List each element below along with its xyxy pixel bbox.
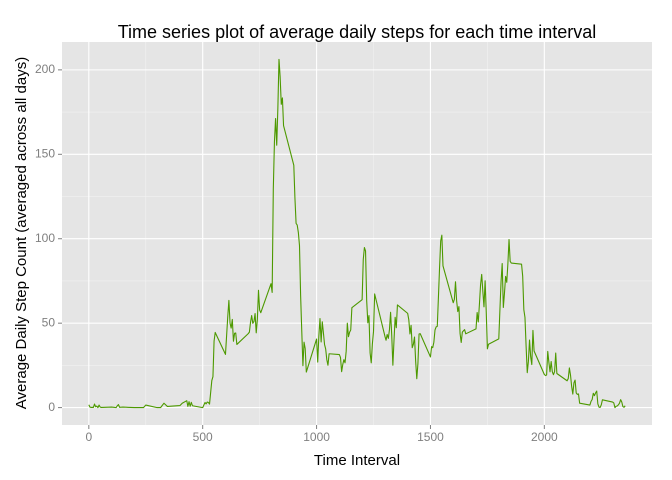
y-tick-label: 0 — [48, 400, 55, 414]
line-series — [88, 58, 626, 409]
plot-panel — [62, 42, 652, 425]
x-axis-label: Time Interval — [314, 452, 400, 469]
x-tick-label: 1500 — [417, 430, 444, 444]
y-tick-label: 50 — [42, 315, 56, 329]
x-tick-label: 1000 — [303, 430, 330, 444]
y-tick-label: 200 — [35, 62, 55, 76]
x-tick-label: 500 — [193, 430, 213, 444]
y-tick-label: 100 — [35, 231, 55, 245]
x-tick-label: 0 — [85, 430, 92, 444]
y-axis-label: Average Daily Step Count (averaged acros… — [13, 57, 30, 409]
chart-title: Time series plot of average daily steps … — [118, 22, 597, 42]
y-tick-label: 150 — [35, 146, 55, 160]
x-tick-label: 2000 — [531, 430, 558, 444]
